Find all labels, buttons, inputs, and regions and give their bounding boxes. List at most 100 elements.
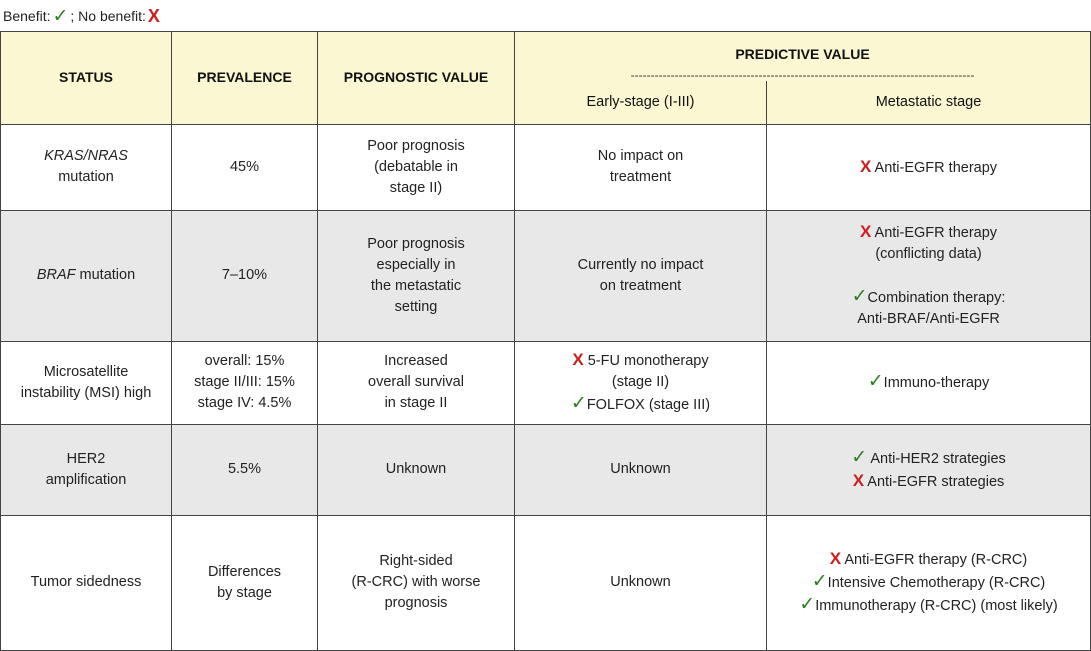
- metastatic-text: Anti-EGFR therapy: [874, 225, 998, 241]
- prognostic-line: overall survival: [368, 374, 464, 390]
- prognostic-cell: Right-sided (R-CRC) with worse prognosis: [317, 514, 515, 651]
- status-cell: BRAF mutation: [0, 209, 172, 342]
- header-prevalence: PREVALENCE: [171, 31, 318, 125]
- status-gene: BRAF: [36, 267, 76, 283]
- metastatic-line: Anti-BRAF/Anti-EGFR: [857, 311, 1000, 327]
- status-cell: HER2 amplification: [0, 423, 172, 516]
- prevalence-cell: 7–10%: [171, 209, 318, 342]
- cross-icon: X: [829, 549, 842, 568]
- metastatic-cell: X Anti-EGFR therapy (conflicting data) ✓…: [765, 209, 1091, 342]
- metastatic-text: Anti-EGFR therapy (R-CRC): [844, 552, 1028, 568]
- table-row: KRAS/NRAS mutation 45% Poor prognosis (d…: [0, 123, 1091, 211]
- early-stage-cell: X 5-FU monotherapy (stage II) ✓FOLFOX (s…: [514, 340, 767, 425]
- cross-icon: X: [859, 222, 872, 241]
- prevalence-cell: overall: 15% stage II/III: 15% stage IV:…: [171, 340, 318, 425]
- table-row: BRAF mutation 7–10% Poor prognosis espec…: [0, 209, 1091, 342]
- prognostic-line: especially in: [376, 256, 456, 273]
- prognostic-line: Right-sided: [379, 553, 453, 569]
- cross-icon: X: [572, 350, 584, 369]
- status-text: HER2: [66, 450, 106, 467]
- prevalence-cell: 5.5%: [171, 423, 318, 516]
- header-dashed-divider: ----------------------------------------…: [630, 69, 975, 81]
- cross-icon: X: [852, 470, 865, 490]
- metastatic-text: Anti-EGFR strategies: [867, 473, 1005, 490]
- check-icon: ✓: [867, 371, 884, 392]
- metastatic-line: X Anti-EGFR therapy: [773, 156, 1084, 179]
- metastatic-line: X Anti-EGFR strategies: [773, 470, 1084, 493]
- metastatic-line: ✓Combination therapy:: [773, 286, 1084, 309]
- metastatic-text: Immunotherapy (R-CRC) (most likely): [815, 598, 1058, 614]
- metastatic-line: ✓ Anti-HER2 strategies: [773, 447, 1084, 470]
- status-text: mutation: [58, 169, 114, 185]
- prevalence-line: Differences: [207, 563, 282, 580]
- prognostic-cell: Poor prognosis (debatable in stage II): [317, 123, 515, 211]
- check-icon: ✓: [811, 571, 828, 592]
- header-metastatic-stage: Metastatic stage: [765, 81, 1091, 125]
- status-gene: KRAS/NRAS: [44, 148, 128, 164]
- prevalence-line: overall: 15%: [204, 353, 285, 369]
- early-stage-cell: Currently no impact on treatment: [514, 209, 767, 342]
- metastatic-cell: X Anti-EGFR therapy: [765, 123, 1091, 211]
- check-icon: ✓: [851, 446, 868, 468]
- early-stage-cell: No impact on treatment: [514, 123, 767, 211]
- early-line: (stage II): [611, 374, 670, 390]
- prevalence-line: stage II/III: 15%: [194, 374, 295, 390]
- header-prognostic-value: PROGNOSTIC VALUE: [317, 31, 515, 125]
- prognostic-line: prognosis: [384, 595, 448, 611]
- check-icon: ✓: [799, 594, 816, 615]
- prevalence-line: stage IV: 4.5%: [197, 395, 292, 411]
- metastatic-text: Anti-EGFR therapy: [874, 159, 998, 176]
- early-stage-cell: Unknown: [514, 514, 767, 651]
- legend-benefit-label: Benefit:: [3, 8, 51, 24]
- prognostic-line: the metastatic: [370, 277, 462, 294]
- early-line: on treatment: [599, 277, 682, 294]
- metastatic-cell: ✓Immuno-therapy: [765, 340, 1091, 425]
- metastatic-line: (conflicting data): [875, 246, 982, 262]
- prognostic-line: (debatable in: [374, 158, 458, 175]
- header-status: STATUS: [0, 31, 172, 125]
- cross-icon: X: [147, 6, 160, 26]
- metastatic-text: Immuno-therapy: [883, 375, 990, 391]
- header-predictive-value: PREDICTIVE VALUE -----------------------…: [513, 31, 1091, 81]
- early-line: treatment: [609, 169, 672, 185]
- early-stage-cell: Unknown: [514, 423, 767, 516]
- metastatic-cell: X Anti-EGFR therapy (R-CRC) ✓Intensive C…: [765, 514, 1091, 651]
- metastatic-text: Combination therapy:: [867, 290, 1006, 306]
- check-icon: ✓: [570, 393, 587, 414]
- prognostic-cell: Poor prognosis especially in the metasta…: [317, 209, 515, 342]
- spacer: [773, 265, 1084, 286]
- metastatic-line: X Anti-EGFR therapy (R-CRC): [773, 548, 1084, 571]
- prognostic-line: setting: [394, 298, 438, 315]
- table-row: Microsatellite instability (MSI) high ov…: [0, 340, 1091, 425]
- prognostic-line: in stage II: [384, 395, 448, 411]
- metastatic-line: ✓Intensive Chemotherapy (R-CRC): [773, 571, 1084, 594]
- cross-icon: X: [859, 156, 872, 176]
- prognostic-line: Poor prognosis: [367, 235, 465, 252]
- status-cell: KRAS/NRAS mutation: [0, 123, 172, 211]
- prognostic-cell: Increased overall survival in stage II: [317, 340, 515, 425]
- early-text: FOLFOX (stage III): [586, 397, 711, 413]
- status-text: amplification: [45, 471, 127, 488]
- prognostic-line: (R-CRC) with worse: [351, 574, 481, 590]
- metastatic-line: ✓Immunotherapy (R-CRC) (most likely): [773, 594, 1084, 617]
- metastatic-cell: ✓ Anti-HER2 strategies X Anti-EGFR strat…: [765, 423, 1091, 516]
- biomarker-table: STATUS PREVALENCE PROGNOSTIC VALUE PREDI…: [0, 31, 1091, 651]
- status-cell: Tumor sidedness: [0, 514, 172, 651]
- header-predictive-title: PREDICTIVE VALUE: [735, 46, 870, 62]
- legend-no-benefit-label: ; No benefit:: [70, 8, 146, 24]
- status-cell: Microsatellite instability (MSI) high: [0, 340, 172, 425]
- prevalence-line: by stage: [217, 584, 272, 601]
- prognostic-cell: Unknown: [317, 423, 515, 516]
- early-text: 5-FU monotherapy: [587, 353, 709, 369]
- early-line: No impact on: [597, 148, 684, 164]
- table-row: Tumor sidedness Differences by stage Rig…: [0, 514, 1091, 651]
- legend: Benefit: ✓ ; No benefit: X: [3, 5, 160, 27]
- prognostic-line: Poor prognosis: [367, 137, 465, 154]
- metastatic-text: Intensive Chemotherapy (R-CRC): [827, 575, 1046, 591]
- prognostic-line: stage II): [389, 179, 443, 196]
- status-text: mutation: [75, 267, 136, 283]
- prevalence-cell: 45%: [171, 123, 318, 211]
- early-line: Currently no impact: [577, 256, 704, 273]
- check-icon: ✓: [52, 5, 69, 27]
- metastatic-line: ✓Immuno-therapy: [773, 371, 1084, 394]
